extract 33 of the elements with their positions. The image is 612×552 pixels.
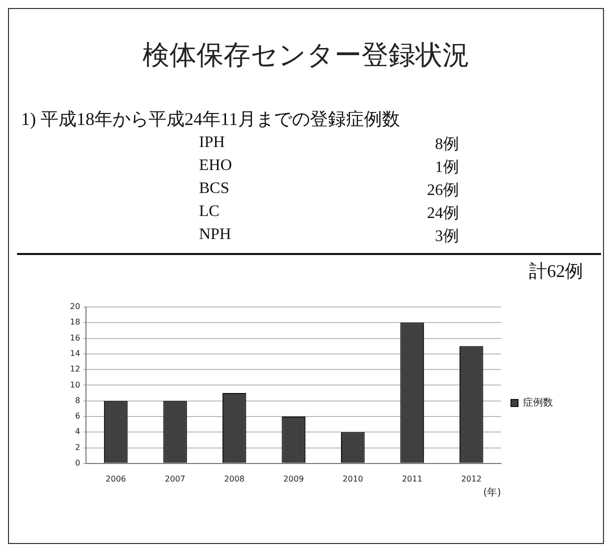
- text: 8例: [435, 135, 459, 155]
- y-tick-label: 14: [70, 349, 80, 358]
- y-tick-label: 4: [75, 427, 80, 436]
- y-tick-label: 2: [75, 442, 80, 452]
- y-tick-label: 0: [75, 458, 80, 468]
- text: 24例: [427, 204, 459, 224]
- text: 計62例: [529, 260, 583, 283]
- x-tick-label: 2011: [402, 474, 422, 484]
- y-tick-label: 18: [70, 318, 80, 327]
- text: IPH: [199, 134, 225, 153]
- x-tick-label: 2007: [164, 474, 186, 484]
- x-tick-label: 2009: [283, 474, 304, 484]
- text: 1例: [435, 158, 459, 178]
- y-tick-label: 10: [70, 380, 80, 390]
- chart-subtitle: 1) 平成18年から平成24年11月までの登録症例数: [21, 108, 400, 131]
- text: LC: [199, 203, 220, 222]
- x-axis-title: (年): [483, 486, 502, 499]
- x-tick-label: 2010: [342, 474, 364, 484]
- x-tick-label: 2008: [224, 474, 245, 484]
- y-tick-label: 8: [75, 396, 80, 405]
- text: NPH: [199, 226, 232, 245]
- legend-label: 症例数: [523, 396, 553, 409]
- text: 3例: [435, 227, 459, 247]
- y-tick-label: 16: [70, 333, 80, 342]
- text: EHO: [199, 157, 232, 176]
- text: 26例: [427, 181, 459, 201]
- text: BCS: [199, 180, 230, 199]
- y-tick-label: 20: [70, 302, 80, 312]
- x-tick-label: 2006: [106, 474, 126, 484]
- y-tick-label: 12: [70, 364, 80, 374]
- x-tick-label: 2012: [461, 474, 482, 484]
- chart-title: 検体保存センター登録状況: [142, 39, 470, 73]
- y-tick-label: 6: [75, 412, 80, 421]
